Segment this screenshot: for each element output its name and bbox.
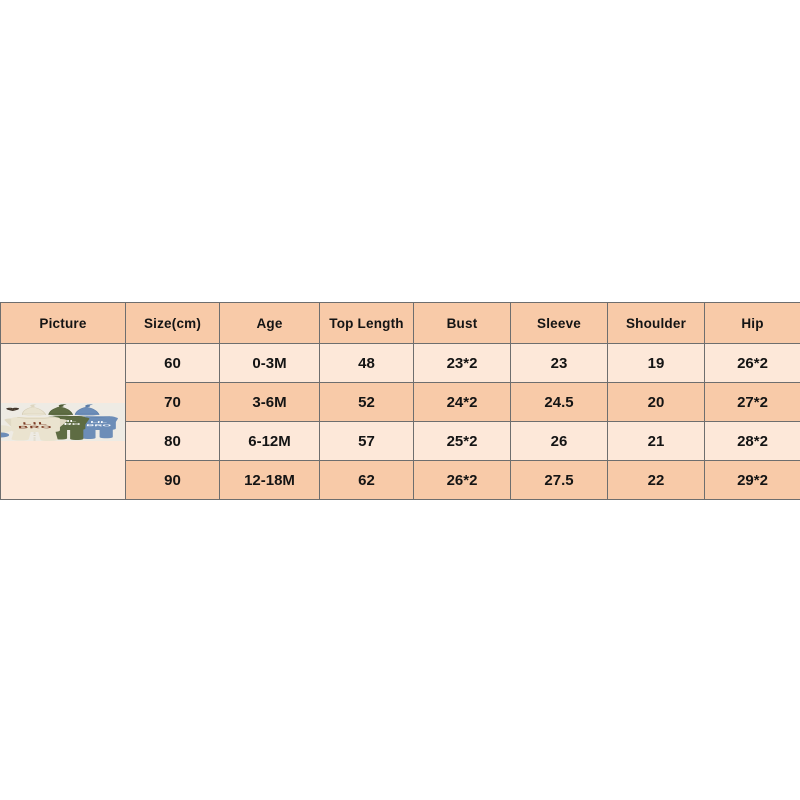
table-row: 80 6-12M 57 25*2 26 21 28*2 — [1, 421, 800, 461]
col-header-top-length: Top Length — [319, 302, 414, 344]
cell-shoulder: 19 — [607, 343, 705, 383]
col-header-sleeve: Sleeve — [510, 302, 608, 344]
cell-top-length: 57 — [319, 421, 414, 461]
hat-olive-icon — [48, 403, 74, 415]
col-header-bust: Bust — [413, 302, 511, 344]
cell-size: 70 — [125, 382, 220, 422]
cell-age: 12-18M — [219, 460, 320, 500]
size-chart-table: Picture Size(cm) Age Top Length Bust Sle… — [0, 302, 800, 500]
cell-shoulder: 20 — [607, 382, 705, 422]
cell-hip: 27*2 — [704, 382, 800, 422]
cell-bust: 25*2 — [413, 421, 511, 461]
table-row: LIL BRO — [0, 343, 800, 500]
col-header-age: Age — [219, 302, 320, 344]
cell-sleeve: 23 — [510, 343, 608, 383]
product-photo-cell: LIL BRO — [0, 343, 126, 500]
table-row: 90 12-18M 62 26*2 27.5 22 29*2 — [1, 460, 800, 500]
col-header-picture: Picture — [0, 302, 126, 344]
hat-blue-icon — [74, 403, 100, 415]
cell-age: 0-3M — [219, 343, 320, 383]
romper-blue: LIL BRO — [80, 415, 118, 439]
romper-blue-text-line2: BRO — [86, 423, 111, 426]
header-row: Picture Size(cm) Age Top Length Bust Sle… — [0, 302, 800, 344]
cell-top-length: 62 — [319, 460, 414, 500]
product-photo: LIL BRO — [1, 402, 125, 441]
col-header-hip: Hip — [704, 302, 800, 344]
cell-top-length: 48 — [319, 343, 414, 383]
romper-blue-text-line1: LIL — [90, 420, 107, 423]
cell-size: 60 — [125, 343, 220, 383]
cell-shoulder: 22 — [607, 460, 705, 500]
cell-hip: 26*2 — [704, 343, 800, 383]
hat-beige-icon — [21, 403, 47, 415]
cell-bust: 23*2 — [413, 343, 511, 383]
cell-top-length: 52 — [319, 382, 414, 422]
cell-bust: 26*2 — [413, 460, 511, 500]
romper-beige-text-line2: BRO — [18, 425, 53, 429]
cell-hip: 28*2 — [704, 421, 800, 461]
romper-olive-text-line1: LIL — [60, 419, 77, 422]
table-row: 70 3-6M 52 24*2 24.5 20 27*2 — [1, 382, 800, 422]
cell-sleeve: 27.5 — [510, 460, 608, 500]
cell-hip: 29*2 — [704, 460, 800, 500]
col-header-size: Size(cm) — [125, 302, 220, 344]
cell-size: 80 — [125, 421, 220, 461]
romper-beige-text-line1: LIL — [22, 421, 48, 425]
romper-olive-text-line2: BRO — [56, 422, 81, 425]
cell-bust: 24*2 — [413, 382, 511, 422]
cell-age: 6-12M — [219, 421, 320, 461]
cell-sleeve: 24.5 — [510, 382, 608, 422]
cell-size: 90 — [125, 460, 220, 500]
knotted-hats — [21, 403, 100, 415]
romper-beige: LIL BRO — [4, 416, 68, 441]
cell-sleeve: 26 — [510, 421, 608, 461]
cell-age: 3-6M — [219, 382, 320, 422]
cell-shoulder: 21 — [607, 421, 705, 461]
folded-garment — [1, 424, 13, 437]
col-header-shoulder: Shoulder — [607, 302, 705, 344]
heart-icon — [6, 407, 20, 411]
